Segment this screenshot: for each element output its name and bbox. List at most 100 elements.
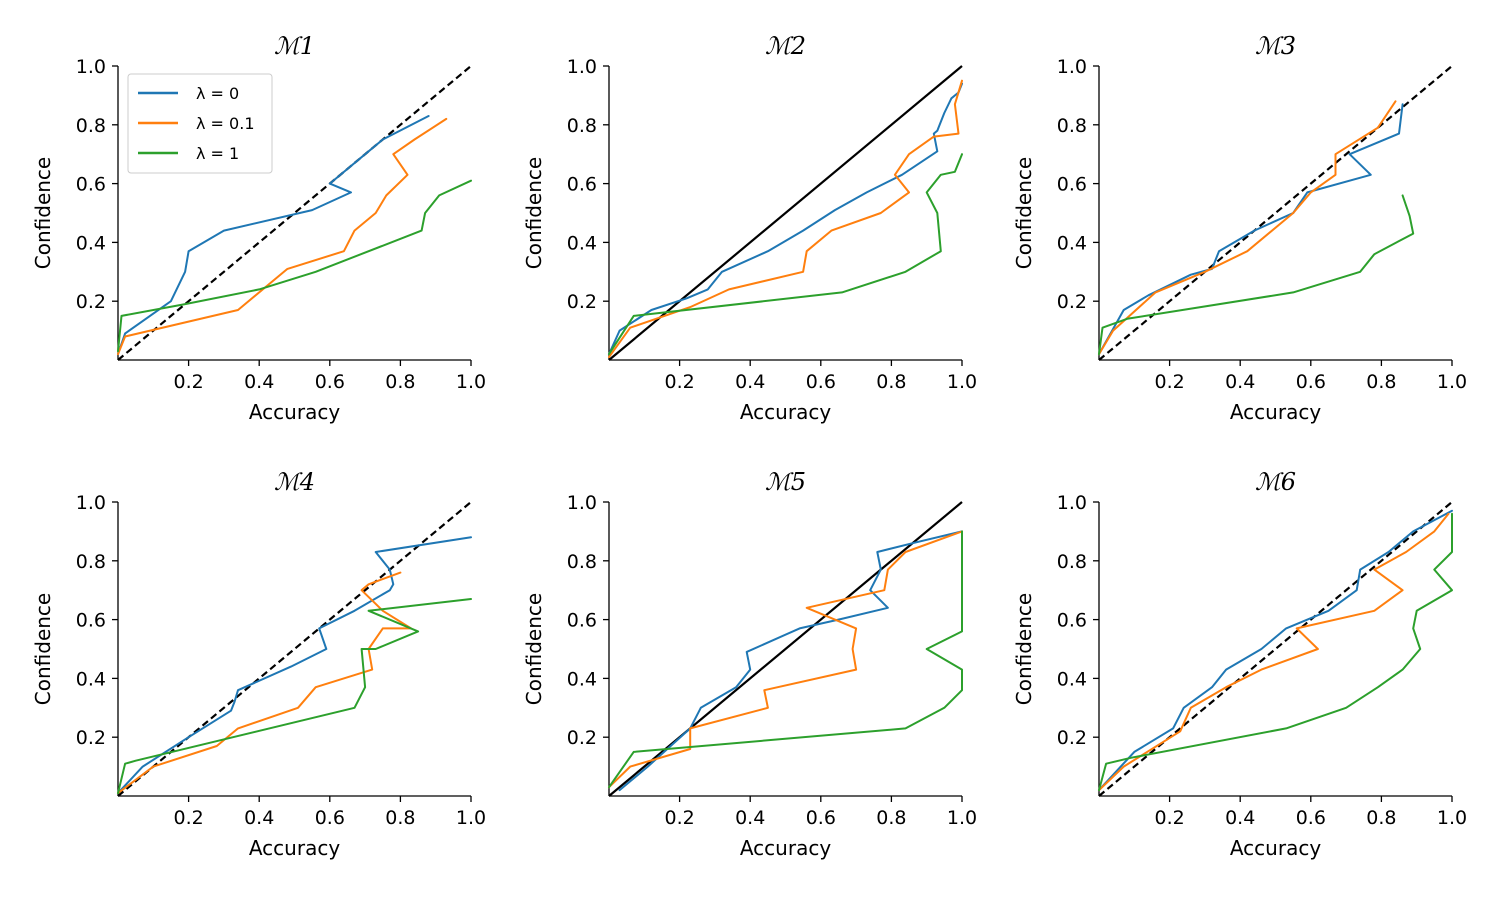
x-axis-label: Accuracy: [740, 836, 831, 860]
y-tick-label: 0.8: [567, 115, 597, 137]
x-tick-label: 1.0: [1437, 807, 1467, 829]
y-tick-label: 0.4: [567, 232, 597, 254]
y-tick-label: 1.0: [567, 492, 597, 514]
series-line-lambda-0: [618, 530, 963, 792]
reference-diagonal-line: [608, 65, 963, 361]
y-axis-label: Confidence: [31, 157, 55, 269]
panel-title: ℳ3: [1255, 32, 1296, 60]
x-tick-label: 0.2: [1154, 807, 1184, 829]
y-axis-label: Confidence: [31, 593, 55, 705]
y-tick-label: 0.8: [1057, 115, 1087, 137]
panel-title: ℳ2: [765, 32, 806, 60]
panels-layer: ℳ1 0.2 0.4 0.6 0.8 1.0 0.2 0.4 0.6 0.8 1.0 Accuracy…: [31, 32, 1467, 860]
series-line-lambda-0: [608, 82, 963, 356]
y-tick-label: 0.8: [76, 115, 106, 137]
x-tick-label: 0.6: [315, 807, 345, 829]
x-tick-label: 0.6: [315, 371, 345, 393]
y-tick-label: 0.4: [567, 668, 597, 690]
series-line-lambda-1: [1098, 512, 1453, 792]
y-tick-label: 0.6: [567, 610, 597, 632]
legend-label: λ = 0: [196, 84, 239, 103]
x-tick-label: 0.2: [664, 807, 694, 829]
y-tick-label: 0.6: [76, 174, 106, 196]
panel-2: ℳ2 0.2 0.4 0.6 0.8 1.0 0.2 0.4 0.6 0.8 1.0 Accuracy…: [522, 32, 977, 424]
y-tick-label: 0.8: [567, 551, 597, 573]
legend-label: λ = 0.1: [196, 114, 255, 133]
x-tick-label: 0.4: [735, 807, 765, 829]
y-tick-label: 0.4: [1057, 668, 1087, 690]
series-line-lambda-0: [1098, 509, 1453, 792]
panel-title: ℳ1: [274, 32, 315, 60]
legend-box: [127, 73, 273, 174]
y-tick-label: 0.2: [1057, 727, 1087, 749]
y-axis-label: Confidence: [1012, 593, 1036, 705]
y-tick-label: 0.2: [567, 727, 597, 749]
series-line-lambda-0: [1098, 103, 1404, 356]
y-tick-label: 0.4: [1057, 232, 1087, 254]
y-tick-label: 0.6: [76, 610, 106, 632]
x-tick-label: 0.4: [1225, 371, 1255, 393]
x-tick-label: 0.6: [806, 371, 836, 393]
y-axis-label: Confidence: [522, 157, 546, 269]
y-tick-label: 0.2: [1057, 291, 1087, 313]
x-tick-label: 1.0: [456, 807, 486, 829]
y-tick-label: 0.6: [1057, 610, 1087, 632]
x-tick-label: 0.2: [1154, 371, 1184, 393]
y-tick-label: 0.2: [76, 727, 106, 749]
x-tick-label: 0.4: [244, 371, 274, 393]
x-tick-label: 0.8: [1366, 371, 1396, 393]
x-tick-label: 1.0: [947, 371, 977, 393]
series-line-lambda-0-1: [117, 571, 412, 795]
y-tick-label: 0.6: [567, 174, 597, 196]
x-tick-label: 0.8: [1366, 807, 1396, 829]
y-axis-label: Confidence: [1012, 157, 1036, 269]
x-tick-label: 0.6: [806, 807, 836, 829]
series-line-lambda-0: [117, 115, 430, 356]
panel-1: ℳ1 0.2 0.4 0.6 0.8 1.0 0.2 0.4 0.6 0.8 1.0 Accuracy…: [31, 32, 486, 424]
panel-4: ℳ4 0.2 0.4 0.6 0.8 1.0 0.2 0.4 0.6 0.8 1.0 Accuracy…: [31, 468, 486, 860]
x-axis-label: Accuracy: [1230, 400, 1321, 424]
series-line-lambda-1: [117, 598, 472, 795]
x-tick-label: 0.8: [876, 371, 906, 393]
x-tick-label: 0.8: [876, 807, 906, 829]
series-line-lambda-0-1: [1098, 512, 1450, 792]
x-tick-label: 0.4: [1225, 807, 1255, 829]
panel-title: ℳ6: [1255, 468, 1296, 496]
x-tick-label: 0.2: [173, 807, 203, 829]
reference-diagonal-line: [608, 501, 963, 797]
x-axis-label: Accuracy: [249, 400, 340, 424]
x-tick-label: 0.2: [173, 371, 203, 393]
series-line-lambda-0-1: [608, 530, 963, 789]
y-tick-label: 1.0: [567, 56, 597, 78]
panel-5: ℳ5 0.2 0.4 0.6 0.8 1.0 0.2 0.4 0.6 0.8 1.0 Accuracy…: [522, 468, 977, 860]
x-tick-label: 0.8: [385, 807, 415, 829]
y-tick-label: 0.4: [76, 232, 106, 254]
panel-6: ℳ6 0.2 0.4 0.6 0.8 1.0 0.2 0.4 0.6 0.8 1.0 Accuracy…: [1012, 468, 1467, 860]
reference-diagonal-line: [1098, 501, 1453, 797]
y-tick-label: 0.2: [567, 291, 597, 313]
x-tick-label: 1.0: [947, 807, 977, 829]
series-line-lambda-1: [608, 153, 963, 356]
x-tick-label: 0.4: [735, 371, 765, 393]
y-tick-label: 1.0: [1057, 56, 1087, 78]
x-tick-label: 0.4: [244, 807, 274, 829]
y-tick-label: 0.8: [76, 551, 106, 573]
panel-3: ℳ3 0.2 0.4 0.6 0.8 1.0 0.2 0.4 0.6 0.8 1.0 Accuracy…: [1012, 32, 1467, 424]
x-tick-label: 1.0: [1437, 371, 1467, 393]
y-tick-label: 0.8: [1057, 551, 1087, 573]
reference-diagonal-line: [1098, 65, 1453, 361]
x-axis-label: Accuracy: [249, 836, 340, 860]
y-tick-label: 0.6: [1057, 174, 1087, 196]
series-line-lambda-0-1: [608, 79, 963, 359]
series-line-lambda-1: [608, 530, 963, 789]
series-line-lambda-0: [117, 536, 472, 795]
y-tick-label: 1.0: [76, 492, 106, 514]
series-line-lambda-1: [117, 179, 472, 353]
y-tick-label: 1.0: [76, 56, 106, 78]
y-axis-label: Confidence: [522, 593, 546, 705]
x-tick-label: 0.6: [1296, 807, 1326, 829]
series-line-lambda-1: [1098, 194, 1415, 356]
y-tick-label: 1.0: [1057, 492, 1087, 514]
y-tick-label: 0.4: [76, 668, 106, 690]
